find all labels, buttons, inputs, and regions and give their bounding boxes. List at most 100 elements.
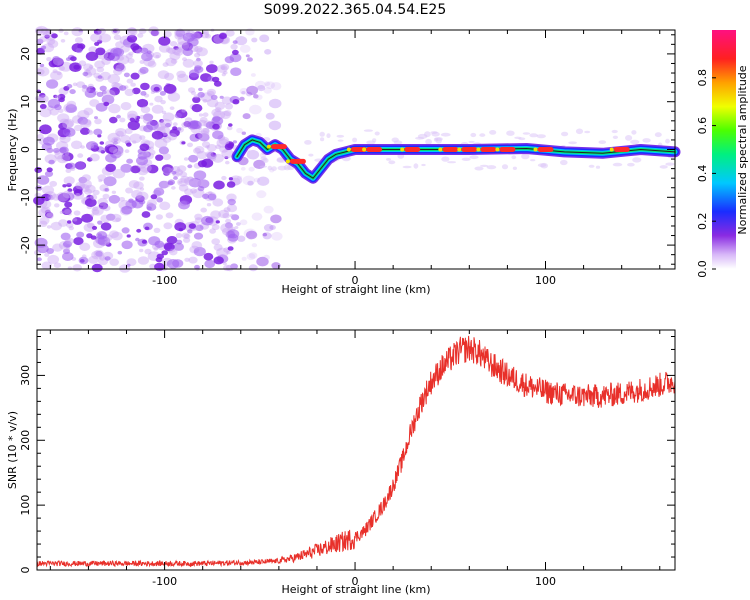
noise-blob xyxy=(119,85,127,91)
noise-blob xyxy=(54,104,62,111)
noise-blob xyxy=(92,189,100,196)
noise-blob xyxy=(352,137,358,143)
noise-blob xyxy=(188,120,200,129)
noise-blob xyxy=(202,193,210,199)
x-tick-label: 100 xyxy=(535,274,556,287)
noise-blob xyxy=(402,165,412,169)
noise-blob xyxy=(98,179,103,183)
noise-blob xyxy=(193,170,207,180)
snr-frame xyxy=(36,329,676,571)
noise-blob xyxy=(163,31,172,38)
noise-blob xyxy=(162,153,172,161)
noise-blob xyxy=(58,219,68,227)
noise-blob xyxy=(247,235,254,240)
noise-blob xyxy=(36,47,45,55)
noise-blob xyxy=(111,190,117,194)
noise-blob xyxy=(630,139,640,145)
noise-blob xyxy=(151,130,164,140)
noise-blob xyxy=(246,57,253,62)
noise-blob xyxy=(50,70,63,81)
noise-blob xyxy=(421,163,426,167)
noise-blob xyxy=(263,205,274,214)
noise-blob xyxy=(103,101,110,107)
noise-blob xyxy=(46,167,53,173)
noise-blob xyxy=(172,122,178,127)
noise-blob xyxy=(52,57,64,66)
noise-blob xyxy=(220,110,231,120)
spectrogram-noise xyxy=(33,25,675,273)
noise-blob xyxy=(659,165,668,169)
noise-blob xyxy=(654,132,662,138)
noise-blob xyxy=(642,138,651,143)
trace-hotspot-edge xyxy=(285,159,290,164)
y-tick-label: 200 xyxy=(19,430,32,451)
noise-blob xyxy=(218,33,227,40)
noise-blob xyxy=(529,133,538,138)
noise-blob xyxy=(221,148,234,159)
noise-blob xyxy=(417,133,428,139)
noise-blob xyxy=(197,186,205,192)
noise-blob xyxy=(36,68,45,76)
noise-blob xyxy=(180,175,190,183)
noise-blob xyxy=(262,232,268,237)
noise-blob xyxy=(110,213,122,223)
noise-blob xyxy=(257,176,270,186)
noise-blob xyxy=(149,146,154,150)
noise-blob xyxy=(92,209,100,215)
noise-blob xyxy=(181,109,186,113)
colorbar-tick-label: 0.4 xyxy=(696,165,709,183)
x-tick-label: 0 xyxy=(352,274,359,287)
noise-blob xyxy=(39,108,52,118)
y-tick-label: 20 xyxy=(19,47,32,61)
noise-blob xyxy=(479,133,486,137)
noise-blob xyxy=(156,253,164,260)
noise-blob xyxy=(173,46,179,51)
noise-blob xyxy=(212,123,220,130)
noise-blob xyxy=(236,127,243,134)
noise-blob xyxy=(211,238,220,245)
noise-blob xyxy=(227,246,234,251)
noise-blob xyxy=(139,163,152,173)
noise-blob xyxy=(107,74,121,84)
noise-blob xyxy=(198,133,210,142)
noise-blob xyxy=(125,27,138,37)
noise-blob xyxy=(188,177,202,188)
trace-hotspot-edge xyxy=(609,147,614,152)
noise-blob xyxy=(124,128,133,135)
noise-blob xyxy=(87,157,93,162)
noise-blob xyxy=(194,52,201,58)
noise-blob xyxy=(106,145,119,155)
chart-title: S099.2022.365.04.54.E25 xyxy=(264,2,447,18)
noise-blob xyxy=(88,255,99,264)
noise-blob xyxy=(60,232,71,241)
noise-blob xyxy=(126,158,133,164)
noise-blob xyxy=(85,67,97,76)
noise-blob xyxy=(153,86,160,92)
noise-blob xyxy=(154,262,165,271)
noise-blob xyxy=(150,194,158,200)
noise-blob xyxy=(207,98,219,108)
x-tick-label: 0 xyxy=(352,575,359,588)
noise-blob xyxy=(155,214,163,220)
noise-blob xyxy=(271,166,277,171)
noise-blob xyxy=(81,213,93,223)
noise-blob xyxy=(128,51,134,56)
noise-blob xyxy=(121,205,133,215)
noise-blob xyxy=(193,94,200,99)
noise-blob xyxy=(147,164,159,174)
noise-blob xyxy=(47,39,59,48)
noise-blob xyxy=(108,194,121,204)
noise-blob xyxy=(177,245,183,250)
noise-blob xyxy=(206,88,216,96)
noise-blob xyxy=(194,179,203,186)
noise-blob xyxy=(77,110,90,120)
noise-blob xyxy=(84,198,97,207)
noise-blob xyxy=(461,157,471,161)
noise-blob xyxy=(57,93,66,100)
noise-blob xyxy=(155,154,164,161)
noise-blob xyxy=(66,84,73,89)
noise-blob xyxy=(150,29,159,37)
noise-blob xyxy=(94,116,98,120)
noise-blob xyxy=(242,113,251,120)
noise-blob xyxy=(536,134,546,139)
